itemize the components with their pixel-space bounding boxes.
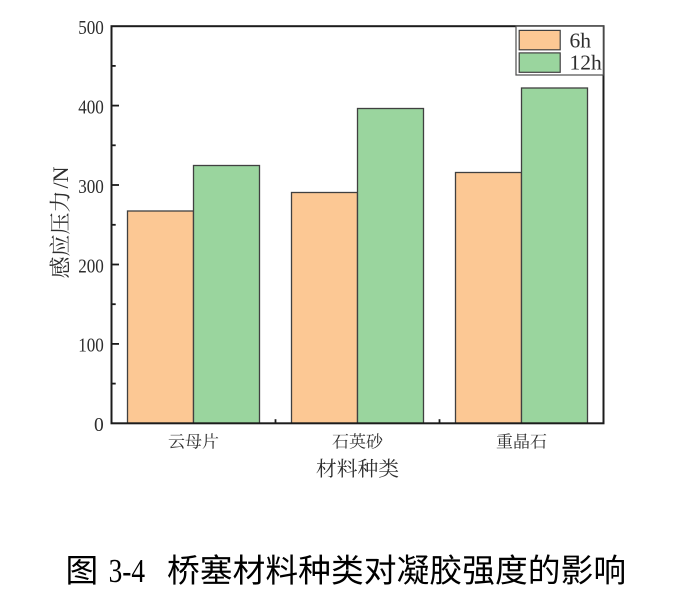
- svg-text:400: 400: [78, 97, 104, 118]
- svg-text:200: 200: [78, 256, 104, 277]
- svg-text:300: 300: [78, 177, 104, 198]
- svg-text:100: 100: [78, 336, 104, 357]
- svg-text:6h: 6h: [570, 29, 592, 53]
- svg-text:0: 0: [94, 415, 104, 436]
- svg-text:500: 500: [78, 18, 104, 39]
- svg-text:3-4: 3-4: [109, 553, 146, 590]
- svg-text:12h: 12h: [570, 51, 603, 75]
- svg-text:/N: /N: [48, 166, 73, 188]
